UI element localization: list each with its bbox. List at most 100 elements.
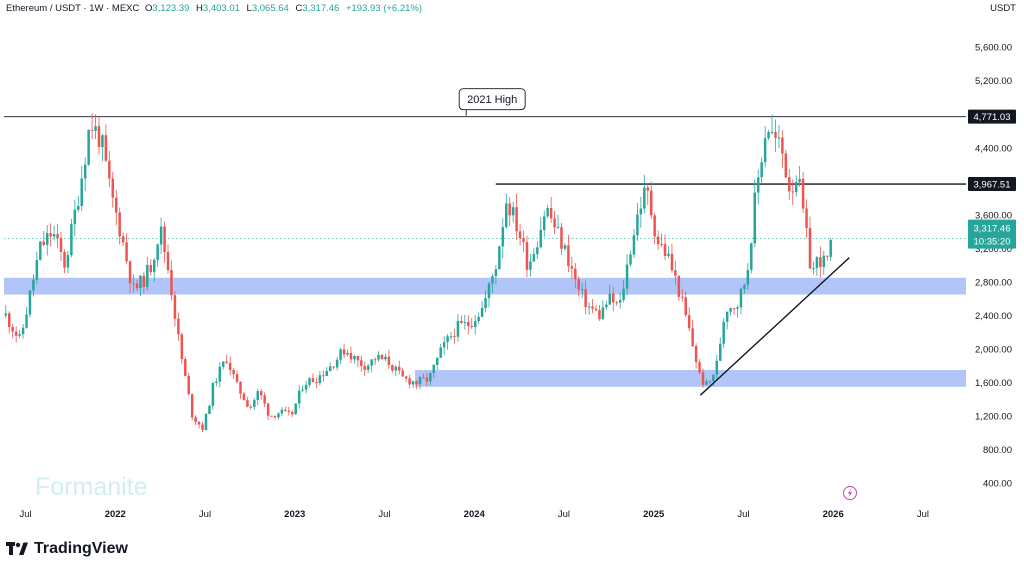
candle	[366, 363, 370, 374]
bolt-icon[interactable]	[843, 486, 857, 500]
candle-body	[201, 424, 204, 430]
candle-body	[346, 352, 349, 355]
candle-body	[467, 322, 470, 327]
candle-body	[608, 293, 612, 305]
candle-body	[767, 132, 770, 139]
candle	[719, 337, 722, 362]
candle	[346, 349, 349, 357]
annotation-layer: 2021 High	[458, 88, 526, 116]
candle	[208, 404, 211, 415]
candle	[4, 305, 8, 319]
candle-body	[342, 349, 346, 355]
y-tick-label: 400.00	[983, 479, 1012, 490]
candle-body	[101, 135, 104, 148]
candle-body	[491, 276, 494, 284]
candle	[694, 343, 698, 369]
candle-body	[646, 187, 650, 191]
candle	[777, 125, 781, 149]
candle-body	[670, 253, 674, 271]
high-value: 3,403.01	[203, 3, 240, 14]
candle-body	[594, 308, 598, 311]
candle	[501, 218, 505, 259]
candle-body	[667, 253, 670, 257]
candle-body	[380, 354, 384, 360]
candle	[508, 197, 511, 227]
candle	[567, 234, 570, 273]
candle-body	[25, 314, 28, 328]
candle	[574, 263, 577, 289]
candle	[63, 249, 66, 274]
candle-body	[525, 242, 529, 270]
candle-body	[725, 311, 729, 322]
candle-body	[498, 246, 501, 270]
open-value: 3,123.39	[152, 3, 189, 14]
candle	[221, 361, 225, 370]
candle	[363, 361, 366, 377]
candle	[801, 172, 805, 214]
trendline[interactable]	[699, 257, 850, 396]
candle-body	[270, 415, 273, 417]
candle-body	[743, 284, 746, 289]
x-tick-label: Jul	[19, 509, 31, 520]
candle-body	[284, 409, 287, 411]
candle	[166, 244, 170, 274]
candle-body	[197, 421, 201, 425]
candle-body	[366, 365, 370, 370]
candle	[812, 261, 815, 275]
candle	[384, 353, 387, 362]
candle	[249, 404, 253, 410]
candle	[304, 380, 308, 394]
candle-body	[87, 129, 90, 165]
candle-body	[418, 377, 422, 385]
last-price-badge: 3,317.46 10:35:20	[968, 219, 1016, 249]
candle	[263, 392, 266, 408]
candle-body	[398, 366, 401, 371]
annotation-2021-high[interactable]: 2021 High	[458, 88, 526, 116]
candle-body	[712, 374, 715, 381]
candle	[97, 115, 101, 155]
candle-body	[215, 381, 218, 384]
candle-body	[567, 245, 570, 267]
candle	[152, 258, 156, 283]
candle-body	[256, 391, 259, 401]
candle-body	[177, 318, 180, 335]
candle	[280, 406, 284, 417]
candle-body	[266, 403, 270, 416]
candle-body	[629, 254, 632, 265]
candle	[301, 385, 304, 393]
candle-body	[21, 327, 25, 335]
candle-body	[432, 364, 436, 374]
candle-body	[59, 237, 63, 252]
candle	[698, 358, 701, 375]
candle	[360, 355, 363, 372]
candle	[259, 388, 263, 400]
candle	[187, 372, 190, 396]
tradingview-footer[interactable]: TradingView	[6, 538, 128, 560]
candle-body	[829, 239, 832, 257]
candle-body	[211, 383, 215, 406]
candle-body	[753, 192, 757, 244]
candle-body	[90, 129, 94, 131]
candle	[146, 256, 149, 291]
candle-body	[660, 243, 663, 245]
candle-body	[612, 293, 615, 303]
candle-body	[487, 283, 491, 299]
candle	[190, 393, 194, 421]
candle	[681, 288, 684, 302]
candle	[425, 372, 429, 387]
candle-body	[570, 266, 574, 269]
candle	[556, 215, 560, 229]
candle-body	[808, 228, 812, 269]
candle	[373, 357, 377, 365]
candle	[377, 351, 380, 362]
candle	[256, 388, 259, 405]
candle	[781, 130, 784, 168]
candle	[525, 235, 529, 278]
candle	[294, 403, 297, 416]
candle	[25, 307, 28, 329]
candle	[118, 207, 121, 245]
time-axis[interactable]: Jul 2022 Jul 2023 Jul 2024 Jul 2025 Jul 2026 Jul	[19, 509, 929, 520]
candle-body	[605, 304, 608, 308]
y-tick-label: 5,600.00	[975, 43, 1012, 54]
